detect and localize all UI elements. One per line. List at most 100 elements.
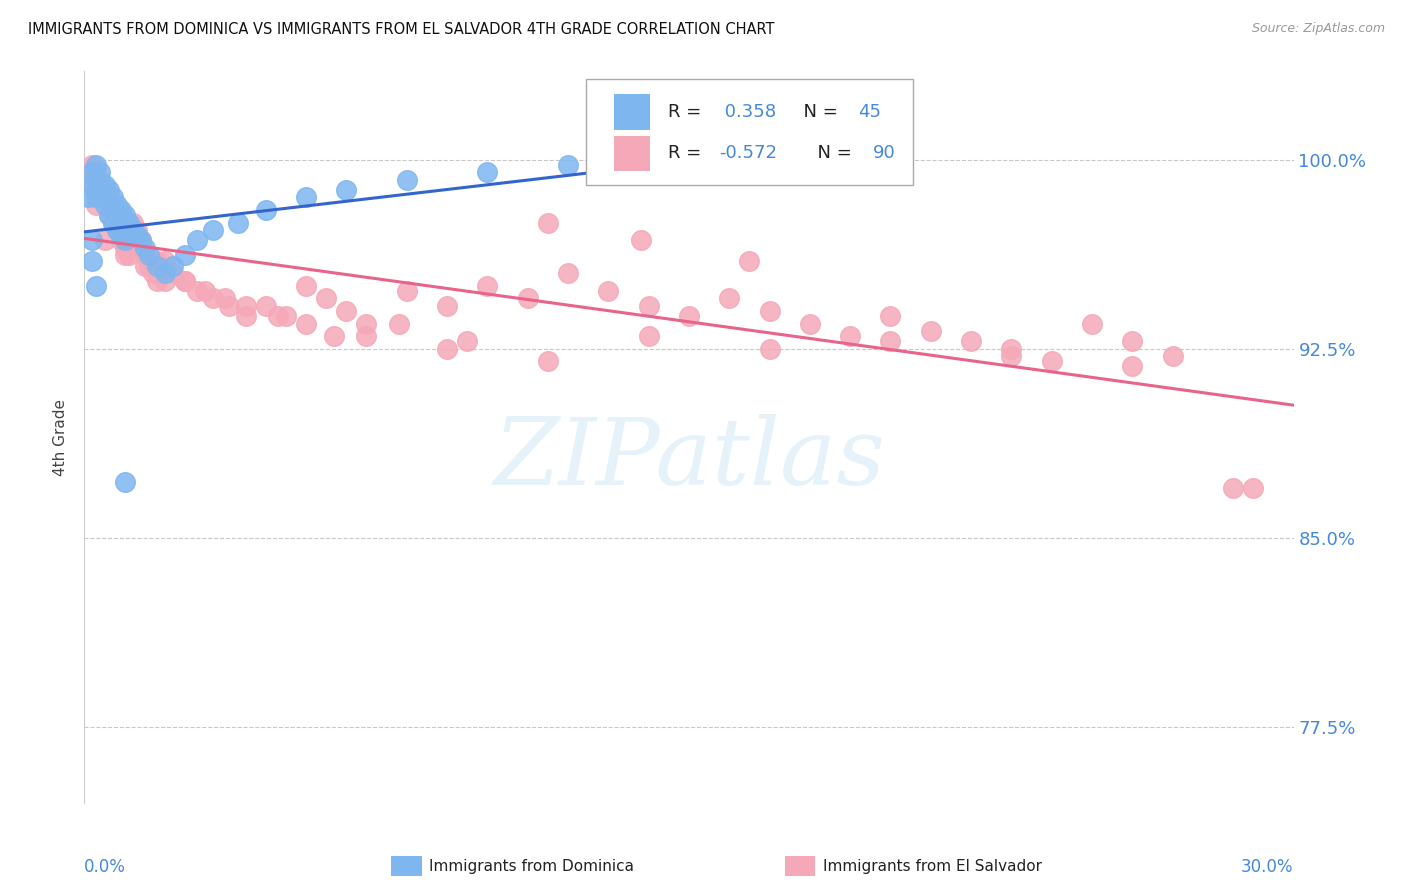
Point bbox=[101, 216, 124, 230]
Point bbox=[93, 183, 115, 197]
Point bbox=[82, 158, 104, 172]
Point bbox=[105, 198, 128, 212]
Point bbox=[82, 178, 104, 192]
Point bbox=[226, 216, 249, 230]
FancyBboxPatch shape bbox=[586, 78, 912, 185]
Point bbox=[129, 233, 152, 247]
Point bbox=[77, 165, 100, 179]
Point bbox=[557, 158, 579, 172]
Point bbox=[121, 216, 143, 230]
Point bbox=[86, 165, 108, 179]
Bar bbox=[614, 136, 650, 171]
Text: Source: ZipAtlas.com: Source: ZipAtlas.com bbox=[1251, 22, 1385, 36]
Point bbox=[758, 304, 780, 318]
Point bbox=[295, 317, 318, 331]
Point bbox=[1241, 481, 1264, 495]
Point bbox=[162, 266, 184, 280]
Point bbox=[202, 291, 225, 305]
Point bbox=[134, 259, 156, 273]
Point bbox=[82, 253, 104, 268]
Point bbox=[637, 329, 659, 343]
Point bbox=[477, 278, 499, 293]
Point bbox=[920, 324, 942, 338]
Point bbox=[110, 216, 132, 230]
Point bbox=[93, 178, 115, 192]
Point bbox=[146, 259, 169, 273]
Point bbox=[105, 216, 128, 230]
Text: R =: R = bbox=[668, 145, 707, 162]
Point bbox=[516, 291, 538, 305]
Text: 30.0%: 30.0% bbox=[1241, 858, 1294, 876]
Point bbox=[598, 284, 620, 298]
Point bbox=[194, 284, 217, 298]
Point bbox=[105, 223, 128, 237]
Point bbox=[153, 266, 176, 280]
Point bbox=[118, 216, 141, 230]
Point bbox=[1121, 359, 1143, 374]
Point bbox=[82, 233, 104, 247]
Text: N =: N = bbox=[806, 145, 858, 162]
Point bbox=[758, 342, 780, 356]
Point bbox=[186, 233, 208, 247]
Point bbox=[436, 342, 458, 356]
Point bbox=[1161, 350, 1184, 364]
Point bbox=[82, 165, 104, 179]
Point bbox=[125, 223, 148, 237]
Point bbox=[101, 216, 124, 230]
Text: -0.572: -0.572 bbox=[720, 145, 778, 162]
Text: R =: R = bbox=[668, 103, 707, 121]
Point bbox=[134, 241, 156, 255]
Point bbox=[335, 183, 357, 197]
Point bbox=[129, 233, 152, 247]
Point bbox=[89, 165, 111, 179]
Point bbox=[267, 309, 290, 323]
Text: 0.358: 0.358 bbox=[720, 103, 776, 121]
Point bbox=[254, 203, 277, 218]
Point bbox=[799, 317, 821, 331]
Point bbox=[274, 309, 297, 323]
Point bbox=[142, 266, 165, 280]
Point bbox=[323, 329, 346, 343]
Point bbox=[121, 233, 143, 247]
Point bbox=[114, 241, 136, 255]
Point bbox=[97, 190, 120, 204]
Point bbox=[254, 299, 277, 313]
Point bbox=[174, 248, 197, 262]
Point bbox=[1040, 354, 1063, 368]
Point bbox=[77, 190, 100, 204]
Point bbox=[174, 274, 197, 288]
Point bbox=[125, 228, 148, 243]
Point bbox=[105, 208, 128, 222]
Point bbox=[93, 198, 115, 212]
Point bbox=[86, 183, 108, 197]
Point bbox=[97, 183, 120, 197]
Point bbox=[174, 274, 197, 288]
Point bbox=[118, 248, 141, 262]
Point bbox=[86, 198, 108, 212]
Point bbox=[537, 354, 560, 368]
Point bbox=[153, 253, 176, 268]
Point bbox=[114, 233, 136, 247]
Point bbox=[537, 216, 560, 230]
Point bbox=[436, 299, 458, 313]
Y-axis label: 4th Grade: 4th Grade bbox=[53, 399, 69, 475]
Point bbox=[110, 233, 132, 247]
Point bbox=[218, 299, 240, 313]
Point bbox=[356, 329, 378, 343]
Point bbox=[395, 173, 418, 187]
Point bbox=[456, 334, 478, 349]
Point bbox=[637, 299, 659, 313]
Point bbox=[97, 208, 120, 222]
Point bbox=[839, 329, 862, 343]
Point bbox=[1121, 334, 1143, 349]
Point bbox=[146, 274, 169, 288]
Point bbox=[1000, 342, 1022, 356]
Point bbox=[105, 223, 128, 237]
Point bbox=[89, 190, 111, 204]
Point bbox=[114, 223, 136, 237]
Point bbox=[335, 304, 357, 318]
Point bbox=[295, 278, 318, 293]
Point bbox=[295, 190, 318, 204]
Text: N =: N = bbox=[792, 103, 844, 121]
Point bbox=[718, 291, 741, 305]
